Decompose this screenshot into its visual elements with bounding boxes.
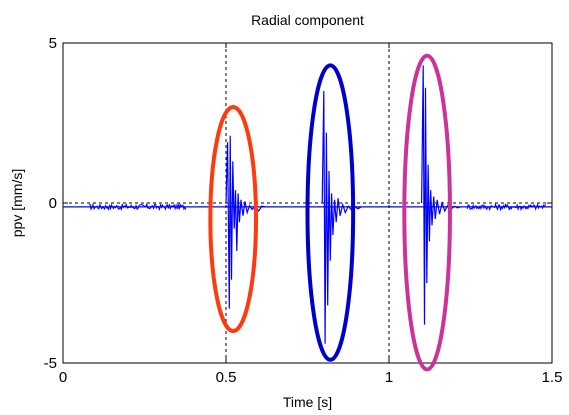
chart-title: Radial component xyxy=(251,12,364,28)
y-tick-label: 5 xyxy=(49,35,57,52)
x-tick-label: 1.5 xyxy=(542,369,563,386)
reference-lines xyxy=(63,43,552,363)
highlight-ellipses xyxy=(208,53,452,372)
y-axis-label: ppv [mm/s] xyxy=(9,169,25,237)
ellipse-blue xyxy=(305,63,356,362)
noise-segment-2 xyxy=(466,202,546,212)
y-tick-label: -5 xyxy=(44,355,57,372)
x-tick-label: 0 xyxy=(59,369,67,386)
signal-burst-2 xyxy=(321,90,362,344)
ellipse-red xyxy=(208,105,258,333)
axis-ticks: 0 0.5 1 1.5-505 xyxy=(44,35,563,386)
y-tick-label: 0 xyxy=(49,195,57,212)
x-tick-label: 0.5 xyxy=(216,369,237,386)
ellipse-magenta xyxy=(402,53,452,372)
x-axis-label: Time [s] xyxy=(283,394,332,410)
x-tick-label: 1 xyxy=(385,369,393,386)
noise-segment-1 xyxy=(89,202,187,212)
